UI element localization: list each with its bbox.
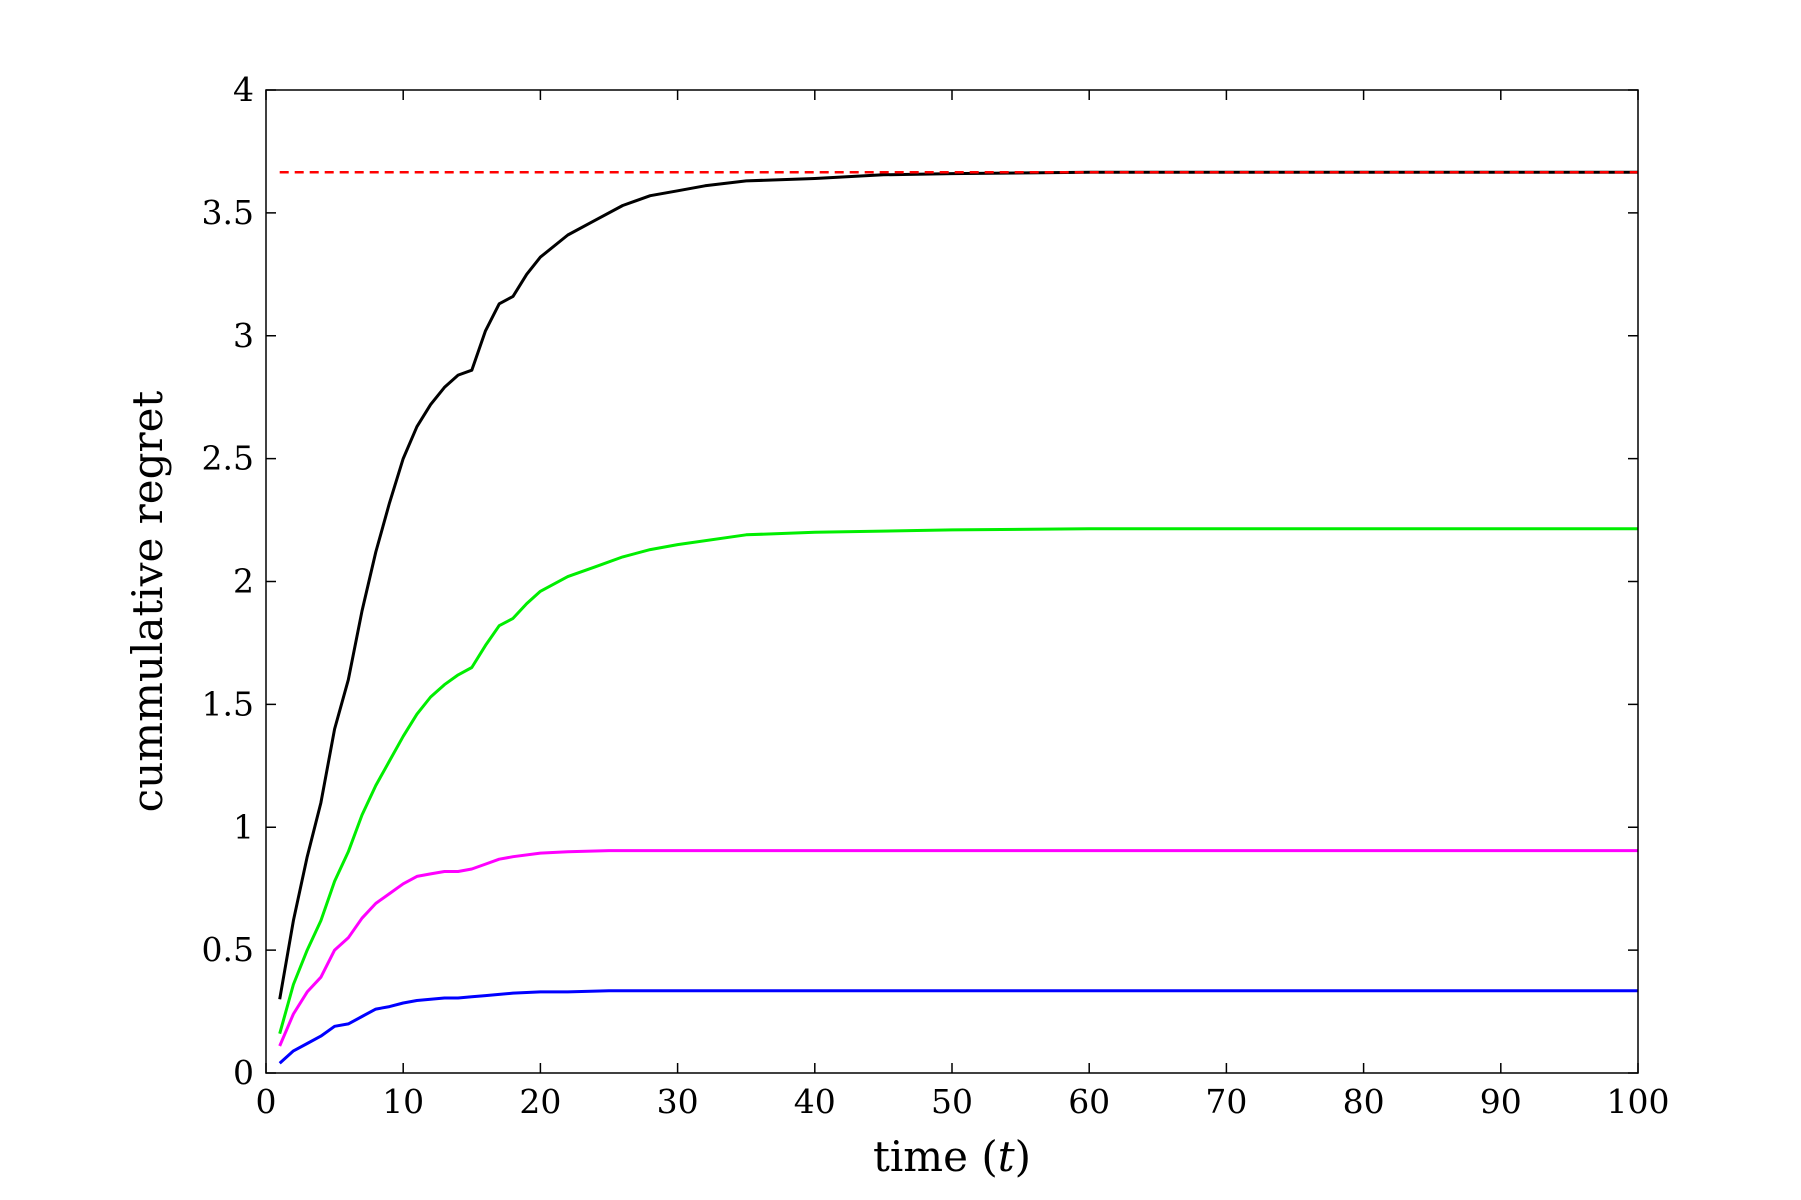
y-tick-label: 4 (233, 70, 254, 109)
x-axis-title-variable: t (998, 1132, 1015, 1181)
plot-frame (265, 89, 1639, 1074)
x-tick-label: 70 (1205, 1082, 1247, 1121)
x-tick-label: 50 (931, 1082, 973, 1121)
series-line-3 (278, 849, 1638, 1047)
x-tick-label: 0 (256, 1082, 277, 1121)
x-tick-label: 40 (794, 1082, 836, 1121)
y-tick-label: 3.5 (202, 193, 254, 232)
y-tick-label: 0.5 (202, 930, 254, 969)
x-axis-title-close: ) (1015, 1132, 1031, 1181)
series-line-4 (278, 989, 1638, 1065)
x-axis-title-text: time ( (873, 1132, 998, 1181)
x-tick-label: 30 (657, 1082, 699, 1121)
x-tick-label: 80 (1343, 1082, 1385, 1121)
x-axis-title: time (t) (873, 1132, 1031, 1181)
y-tick-label: 0 (233, 1053, 254, 1092)
ticks-layer: 0 10 20 30 40 50 60 70 80 90 100 0 0.5 1 1.5 2 2.5 3 3.5 4 (202, 70, 1670, 1121)
series-layer (278, 170, 1638, 1065)
x-tick-label: 100 (1607, 1082, 1670, 1121)
x-tick-label: 20 (519, 1082, 561, 1121)
x-tick-label: 10 (382, 1082, 424, 1121)
y-axis-title: cummulative regret (123, 391, 172, 813)
y-tick-label: 3 (233, 316, 254, 355)
series-line-1 (278, 170, 1638, 1000)
y-tick-label: 1 (233, 807, 254, 846)
x-tick-label: 90 (1480, 1082, 1522, 1121)
x-tick-label: 60 (1068, 1082, 1110, 1121)
series-line-2 (278, 527, 1638, 1035)
y-tick-label: 2.5 (202, 439, 254, 478)
y-tick-label: 1.5 (202, 684, 254, 723)
y-tick-label: 2 (233, 562, 254, 601)
